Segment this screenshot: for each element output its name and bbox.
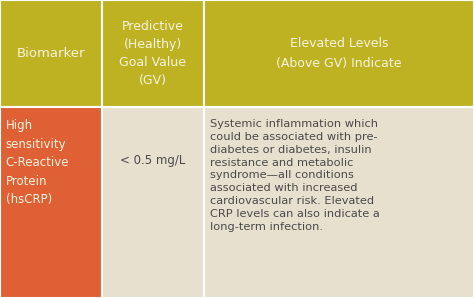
Bar [102,0,204,107]
Bar [0,0,102,107]
Bar [204,0,474,107]
Bar [204,107,474,298]
Text: Elevated Levels
(Above GV) Indicate: Elevated Levels (Above GV) Indicate [276,37,401,70]
Bar [0,107,102,298]
Text: Systemic inflammation which
could be associated with pre-
diabetes or diabetes, : Systemic inflammation which could be ass… [210,119,379,232]
Text: High
sensitivity
C-Reactive
Protein
(hsCRP): High sensitivity C-Reactive Protein (hsC… [6,119,69,206]
Text: < 0.5 mg/L: < 0.5 mg/L [120,154,185,167]
Text: Predictive
(Healthy)
Goal Value
(GV): Predictive (Healthy) Goal Value (GV) [119,20,186,87]
Text: Biomarker: Biomarker [17,47,85,60]
Bar [102,107,204,298]
